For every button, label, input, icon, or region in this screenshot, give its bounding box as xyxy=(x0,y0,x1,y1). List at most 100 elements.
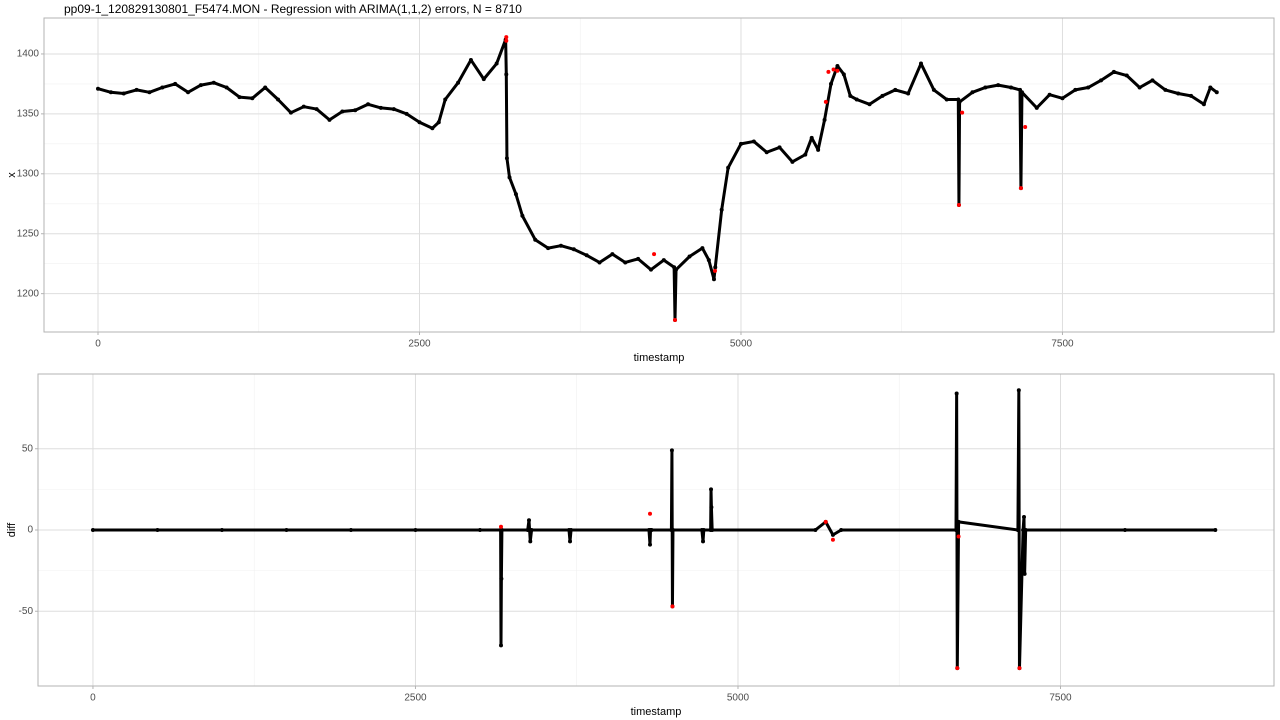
x-axis-label: timestamp xyxy=(631,706,682,718)
y-tick-label: 1350 xyxy=(17,109,40,120)
data-point xyxy=(954,528,959,532)
y-tick-label: 50 xyxy=(22,443,34,454)
data-point xyxy=(816,147,821,152)
x-axis-label: timestamp xyxy=(634,352,685,364)
data-point xyxy=(719,207,724,212)
data-point xyxy=(803,152,808,157)
data-point xyxy=(701,539,706,544)
flag-point xyxy=(826,69,831,74)
data-point xyxy=(713,265,718,270)
data-point xyxy=(1201,102,1206,107)
data-point xyxy=(96,86,101,91)
data-point xyxy=(813,528,818,532)
flag-point xyxy=(1017,666,1022,671)
data-point xyxy=(1015,528,1020,532)
data-point xyxy=(569,528,574,532)
data-point xyxy=(520,213,525,218)
data-point xyxy=(648,267,653,272)
data-point xyxy=(301,104,306,109)
y-tick-label: 1300 xyxy=(17,168,40,179)
data-point xyxy=(854,97,859,102)
data-point xyxy=(288,110,293,115)
data-point xyxy=(848,93,853,98)
data-point xyxy=(706,258,711,263)
data-point xyxy=(160,85,165,90)
data-point xyxy=(1047,92,1052,97)
flag-point xyxy=(956,534,961,539)
flag-point xyxy=(823,519,828,524)
data-point xyxy=(957,99,962,104)
flag-point xyxy=(504,35,509,40)
data-point xyxy=(198,83,203,88)
data-point xyxy=(528,539,533,544)
data-point xyxy=(477,528,482,532)
chart-title: pp09-1_120829130801_F5474.MON - Regressi… xyxy=(64,2,522,16)
data-point xyxy=(1023,528,1028,532)
data-point xyxy=(1124,73,1129,78)
data-point xyxy=(1122,528,1127,532)
data-point xyxy=(219,528,224,532)
data-point xyxy=(1022,571,1027,576)
flag-point xyxy=(499,524,504,529)
panel xyxy=(44,18,1274,332)
data-point xyxy=(649,528,654,532)
data-point xyxy=(513,192,518,197)
data-point xyxy=(348,528,353,532)
data-point xyxy=(263,85,268,90)
data-point xyxy=(983,85,988,90)
data-point xyxy=(108,90,113,95)
data-point xyxy=(835,63,840,68)
data-point xyxy=(839,528,844,532)
y-tick-label: 0 xyxy=(27,525,33,536)
data-point xyxy=(709,505,714,510)
data-point xyxy=(90,528,95,532)
flag-point xyxy=(831,67,836,72)
data-point xyxy=(970,90,975,95)
data-point xyxy=(648,542,653,547)
data-point xyxy=(809,135,814,140)
data-point xyxy=(669,448,674,453)
data-point xyxy=(790,159,795,164)
data-point xyxy=(893,87,898,92)
data-point xyxy=(610,252,615,257)
data-point xyxy=(468,57,473,62)
data-point xyxy=(1137,85,1142,90)
flag-point xyxy=(1018,186,1023,191)
flag-point xyxy=(673,318,678,323)
data-point xyxy=(224,85,229,90)
data-point xyxy=(155,528,160,532)
data-point xyxy=(726,165,731,170)
flag-point xyxy=(670,604,675,609)
data-point xyxy=(571,247,576,252)
data-point xyxy=(391,107,396,112)
x-tick-label: 2500 xyxy=(404,693,427,704)
data-point xyxy=(1086,85,1091,90)
data-point xyxy=(738,141,743,146)
flag-point xyxy=(830,537,835,542)
data-point xyxy=(670,528,675,532)
data-point xyxy=(529,528,534,532)
data-point xyxy=(443,97,448,102)
data-point xyxy=(186,90,191,95)
data-point xyxy=(764,150,769,155)
data-point xyxy=(430,126,435,131)
data-point xyxy=(1214,90,1219,95)
data-point xyxy=(701,528,706,532)
flag-point xyxy=(713,268,718,273)
data-point xyxy=(353,108,358,113)
data-point xyxy=(558,243,563,248)
data-point xyxy=(481,77,486,82)
flag-point xyxy=(955,666,960,671)
data-point xyxy=(1016,388,1021,393)
data-point xyxy=(250,96,255,101)
data-point xyxy=(366,102,371,107)
data-point xyxy=(661,258,666,263)
data-point xyxy=(211,80,216,85)
flag-point xyxy=(835,68,840,73)
x-tick-label: 7500 xyxy=(1049,693,1072,704)
x-tick-label: 7500 xyxy=(1051,339,1074,350)
data-point xyxy=(526,518,531,523)
panel-border xyxy=(37,373,1275,687)
data-point xyxy=(413,528,418,532)
